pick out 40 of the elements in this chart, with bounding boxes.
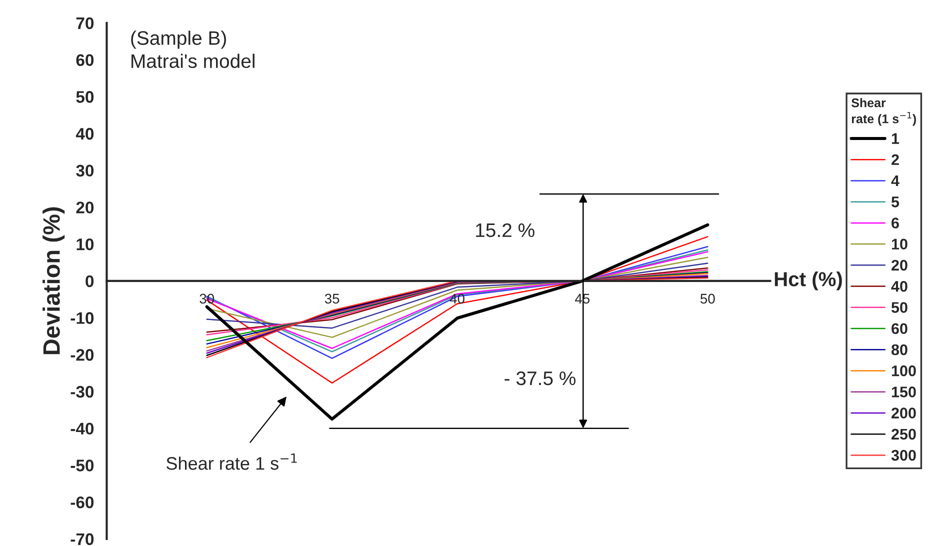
- legend-label: 150: [892, 386, 916, 398]
- y-tick-label: -60: [70, 496, 94, 508]
- legend-label: 40: [891, 280, 908, 292]
- legend-label: 80: [891, 344, 908, 356]
- y-tick-label: -20: [70, 349, 94, 361]
- legend-label: 200: [892, 408, 916, 418]
- y-tick-label: -50: [70, 460, 94, 472]
- y-tick-label: 50: [76, 91, 94, 103]
- annotation: - 37.5 %: [504, 371, 576, 386]
- y-tick-label: -40: [70, 422, 94, 435]
- legend-label: 60: [892, 323, 908, 334]
- x-tick-label: 50: [700, 294, 715, 304]
- y-axis-title: Deviation (%): [42, 207, 65, 354]
- legend-label: 2: [892, 154, 899, 165]
- legend-label: 250: [892, 428, 916, 440]
- legend-label: 50: [891, 302, 908, 313]
- x-axis-title: Hct (%): [774, 272, 842, 290]
- legend-label: 100: [892, 365, 916, 376]
- y-tick-label: 70: [76, 17, 94, 30]
- annotation: (Sample B) Matrai's model: [131, 30, 254, 68]
- y-tick-label: -30: [70, 386, 94, 398]
- y-tick-label: 10: [76, 238, 94, 250]
- legend-label: 300: [891, 450, 916, 461]
- y-tick-label: 20: [76, 202, 94, 214]
- legend-title: Shear rate (1 s$^{−1}$): [851, 98, 916, 126]
- annotation: 15.2 %: [476, 223, 534, 238]
- legend-label: 20: [892, 260, 908, 271]
- legend-label: 4: [891, 176, 900, 186]
- legend-label: 1: [892, 133, 900, 144]
- x-tick-label: 35: [324, 294, 340, 304]
- y-tick-label: 40: [76, 128, 94, 140]
- y-tick-label: 60: [76, 54, 94, 66]
- y-tick-label: 30: [76, 164, 94, 177]
- y-tick-label: 0: [86, 275, 94, 288]
- legend-label: 6: [892, 218, 899, 228]
- legend-label: 5: [891, 196, 900, 208]
- legend-label: 10: [892, 238, 908, 250]
- y-tick-label: -70: [70, 533, 94, 546]
- annotation: Shear rate 1 s$^{−1}$: [166, 454, 297, 470]
- y-tick-label: -10: [70, 312, 94, 324]
